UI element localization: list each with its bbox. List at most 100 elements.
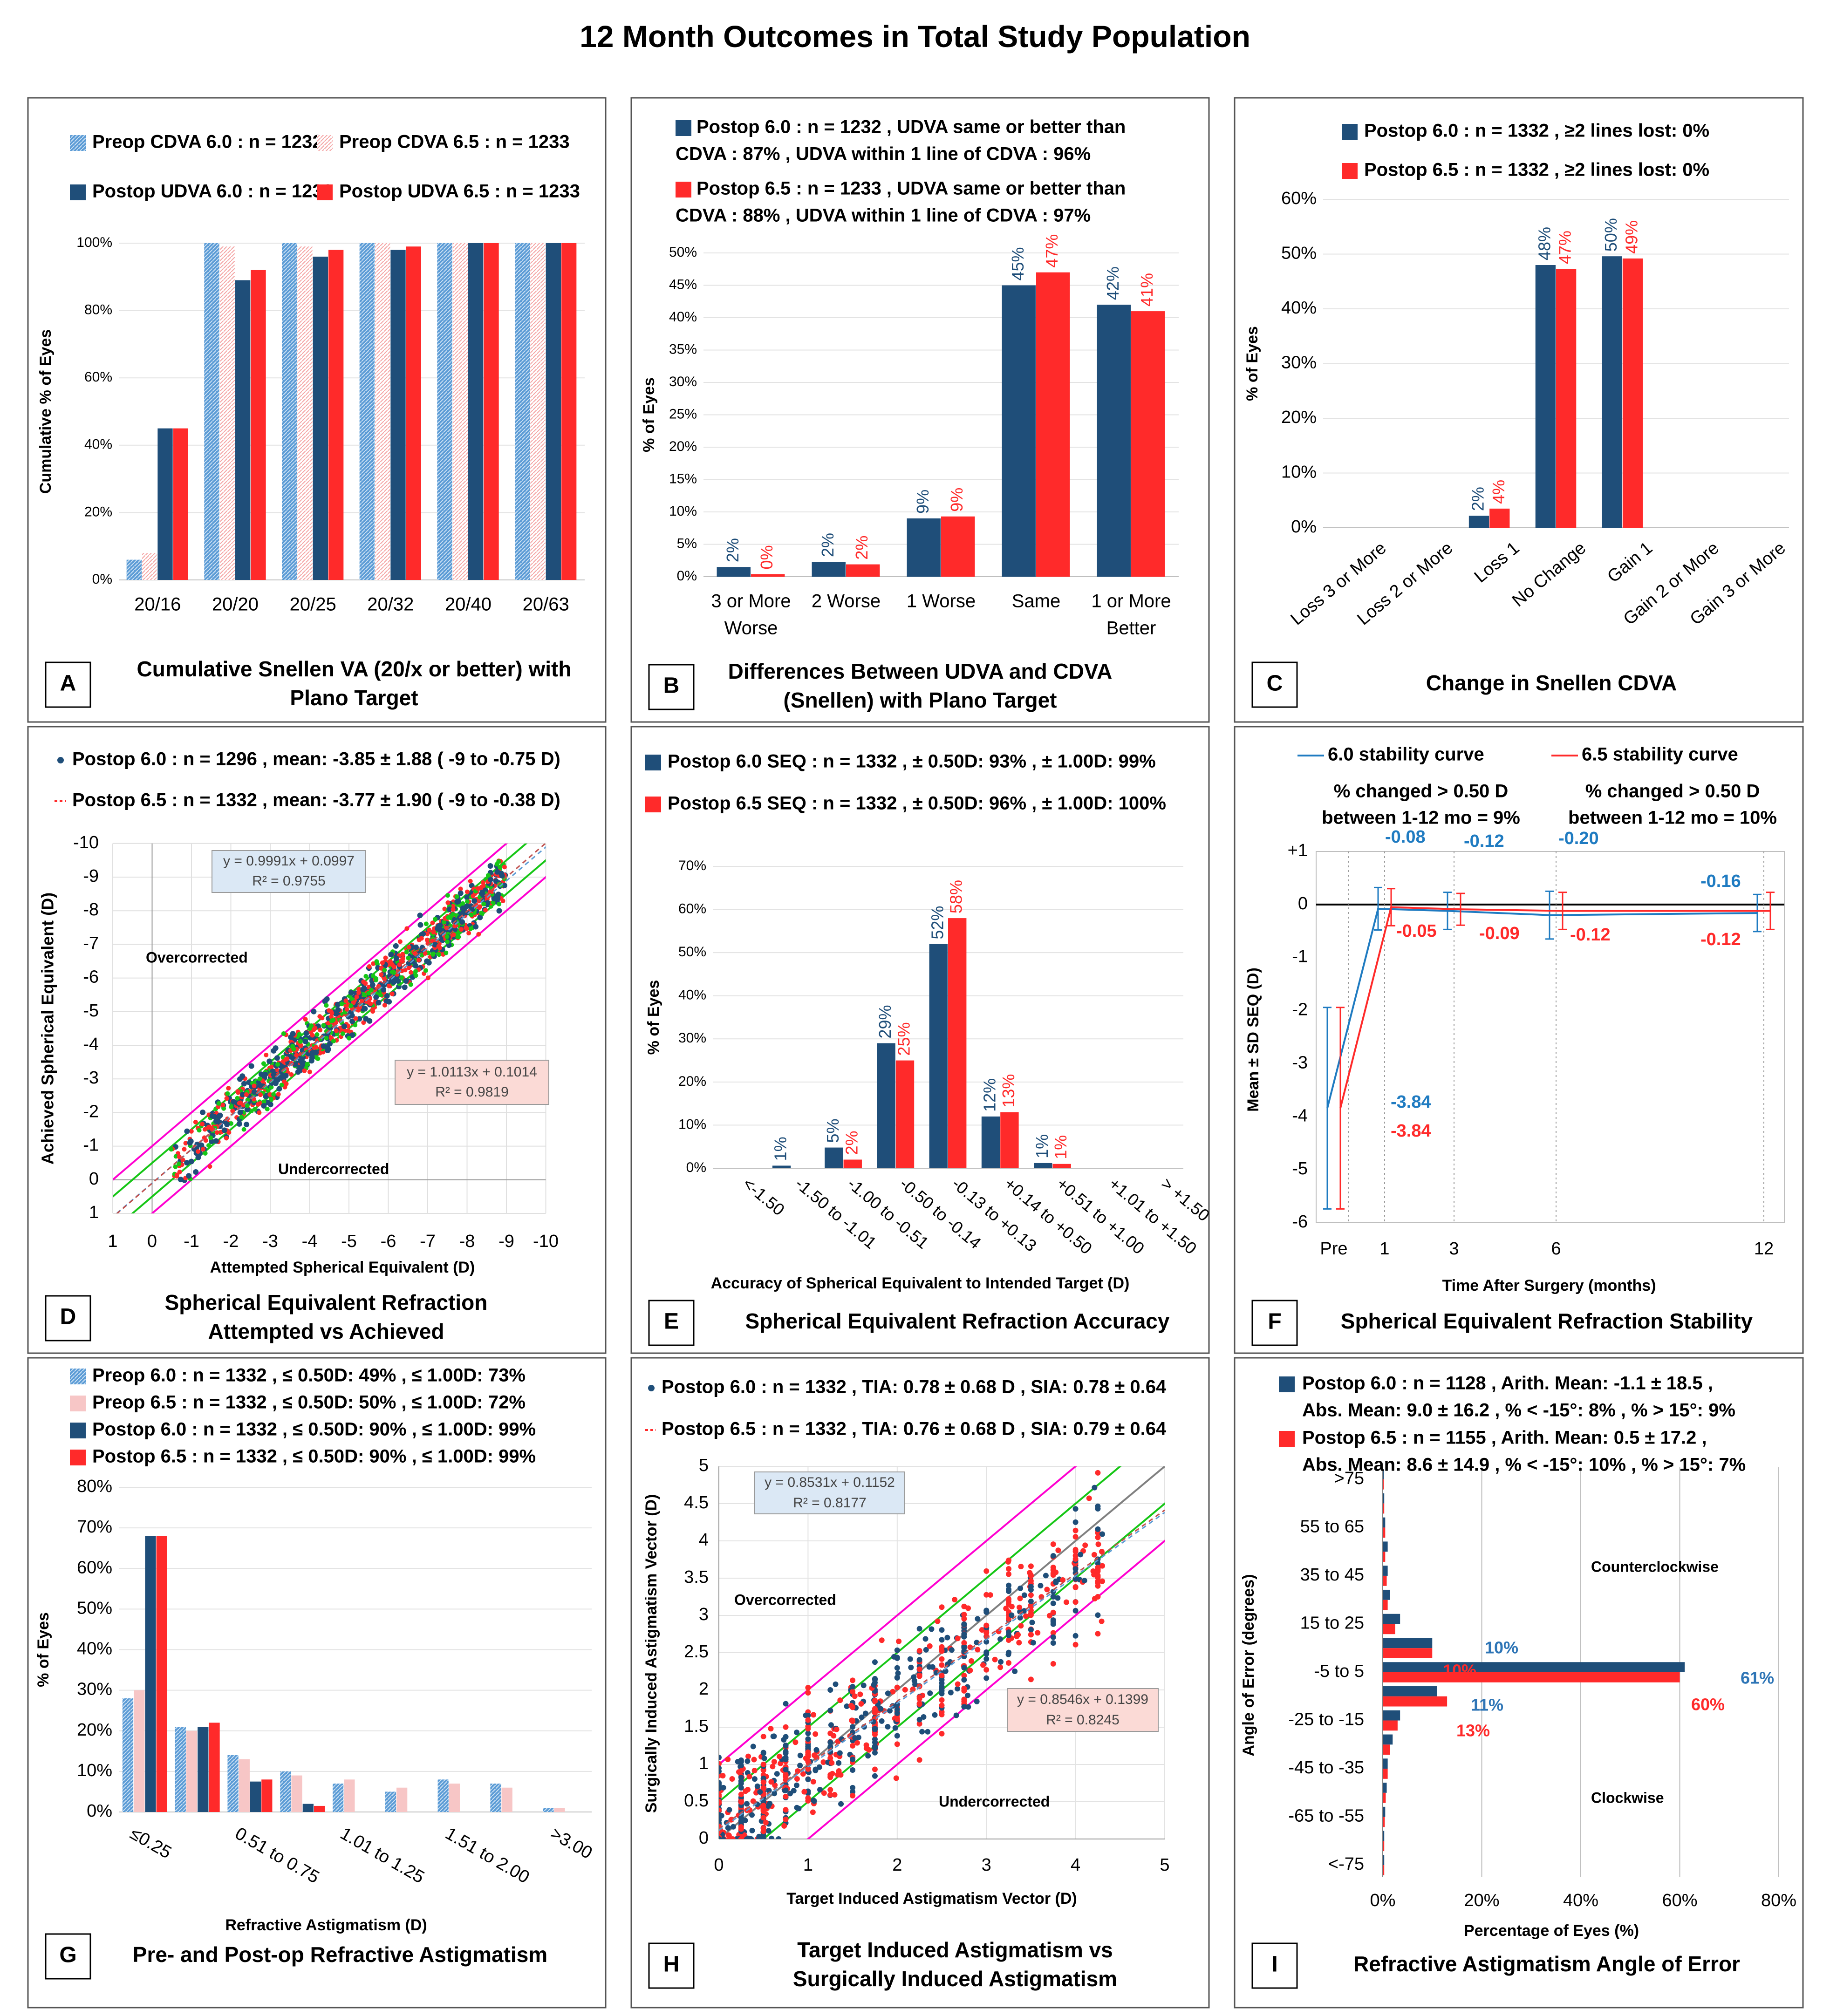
bar-postop-6-5-seq	[1000, 1112, 1019, 1168]
y-tick-label: 2	[699, 1679, 709, 1699]
annotation-overcorrected: Overcorrected	[734, 1591, 836, 1608]
scatter-point-6-5	[955, 1681, 961, 1687]
scatter-point-alt	[281, 1031, 286, 1036]
scatter-point-6-0	[750, 1744, 756, 1750]
fit-r2-6-0: R² = 0.9755	[252, 873, 326, 889]
scatter-point-6-0	[1028, 1584, 1034, 1590]
scatter-point-6-5	[258, 1092, 263, 1097]
scatter-point-6-0	[983, 1649, 990, 1655]
scatter-point-6-5	[389, 991, 395, 996]
scatter-point-alt	[329, 1018, 334, 1023]
scatter-point-6-5	[805, 1766, 811, 1772]
scatter-point-6-5	[302, 1068, 307, 1073]
scatter-point-6-0	[485, 900, 491, 906]
panel-a-frame	[27, 97, 607, 723]
scatter-point-6-0	[239, 1091, 246, 1097]
x-tick-label: 1	[108, 1232, 117, 1251]
scatter-point-6-5	[220, 1103, 225, 1108]
bar-postop-udva-6-5	[561, 243, 577, 580]
x-tick-label: 20/20	[212, 594, 259, 615]
scatter-point-6-0	[309, 1055, 315, 1061]
scatter-point-6-0	[473, 924, 479, 930]
scatter-point-6-0	[321, 1043, 327, 1049]
y-axis-title: % of Eyes	[645, 980, 662, 1055]
bar-postop-udva-6-0	[468, 243, 484, 580]
scatter-point-alt	[291, 1047, 296, 1052]
scatter-point-6-0	[369, 982, 376, 988]
y-axis-title: Cumulative % of Eyes	[37, 329, 55, 494]
scatter-point-6-5	[916, 1694, 922, 1700]
scatter-point-6-5	[475, 886, 480, 891]
scatter-point-6-5	[1095, 1594, 1101, 1600]
value-label: 10%	[1485, 1638, 1518, 1657]
scatter-point-6-5	[850, 1677, 856, 1683]
scatter-point-6-0	[209, 1113, 215, 1119]
scatter-point-6-0	[188, 1158, 194, 1165]
scatter-point-alt	[279, 1083, 284, 1088]
bar-postop-6-0	[1097, 305, 1131, 577]
bar-postop-udva-6-0	[390, 250, 406, 580]
scatter-point-6-0	[730, 1824, 736, 1830]
panel-g-letter-box	[45, 1933, 91, 1980]
scatter-point-6-5	[367, 964, 372, 969]
legend-a-preop-6-0-swatch	[70, 135, 86, 151]
y-tick-label: 20%	[84, 504, 112, 519]
y-tick-label: -6	[1292, 1212, 1308, 1232]
scatter-point-6-5	[481, 880, 486, 885]
y-tick-label: 40%	[84, 437, 112, 452]
y-axis-title: Achieved Spherical Equivalent (D)	[38, 892, 57, 1165]
scatter-point-6-0	[769, 1835, 775, 1839]
scatter-point-6-0	[248, 1063, 254, 1069]
bar-data-label: 50%	[1601, 218, 1620, 252]
scatter-point-alt	[363, 974, 369, 979]
scatter-point-6-0	[974, 1698, 980, 1704]
x-tick-label: Pre	[1320, 1239, 1347, 1259]
annotation-undercorrected: Undercorrected	[939, 1793, 1050, 1810]
scatter-point-6-0	[244, 1122, 250, 1128]
scatter-point-6-0	[373, 994, 379, 1000]
scatter-point-6-5	[1086, 1495, 1092, 1501]
scatter-point-6-5	[276, 1092, 281, 1097]
y-tick-label: -3	[83, 1068, 99, 1088]
scatter-point-6-5	[206, 1124, 212, 1130]
scatter-point-6-0	[361, 986, 367, 992]
bar-data-label: 45%	[1008, 247, 1027, 280]
scatter-point-6-0	[891, 1654, 897, 1660]
scatter-point-6-5	[399, 968, 404, 974]
scatter-point-6-0	[975, 1616, 981, 1622]
scatter-point-6-5	[961, 1612, 967, 1618]
scatter-point-6-5	[939, 1697, 945, 1703]
x-tick-label: 0	[714, 1855, 724, 1875]
scatter-point-6-5	[466, 931, 471, 936]
bar-postop-6-0	[1383, 1469, 1384, 1479]
scatter-point-6-0	[420, 931, 426, 937]
scatter-point-6-5	[344, 1007, 349, 1012]
bar-postop-6-0-seq	[825, 1147, 843, 1168]
scatter-point-6-0	[738, 1780, 744, 1786]
scatter-point-6-5	[1044, 1587, 1050, 1593]
scatter-point-6-0	[805, 1730, 811, 1737]
x-tick-label: 0%	[1370, 1891, 1396, 1910]
bar-data-label: 1%	[771, 1137, 790, 1161]
scatter-point-6-5	[800, 1771, 806, 1777]
scatter-point-6-5	[320, 1015, 325, 1021]
bar-postop-6-5	[1383, 1479, 1384, 1490]
y-tick-label: -25 to -15	[1288, 1710, 1364, 1730]
scatter-point-alt	[430, 952, 436, 957]
scatter-point-6-5	[294, 1053, 299, 1058]
scatter-point-6-0	[749, 1812, 755, 1818]
note-f-6-5: % changed > 0.50 D	[1585, 781, 1760, 802]
scatter-point-6-0	[395, 978, 401, 984]
scatter-point-6-0	[413, 944, 419, 950]
fit-r2-6-5: R² = 0.8245	[1046, 1712, 1120, 1728]
scatter-point-6-0	[793, 1782, 799, 1788]
scatter-point-6-0	[496, 908, 502, 914]
scatter-point-6-0	[295, 1069, 301, 1075]
scatter-point-6-0	[1050, 1553, 1056, 1559]
scatter-point-6-0	[1009, 1612, 1015, 1618]
scatter-point-6-5	[356, 990, 362, 995]
bar-postop-6-0	[302, 1804, 314, 1812]
scatter-point-6-5	[1099, 1549, 1105, 1555]
scatter-point-6-0	[791, 1788, 797, 1794]
scatter-point-alt	[340, 1031, 345, 1036]
